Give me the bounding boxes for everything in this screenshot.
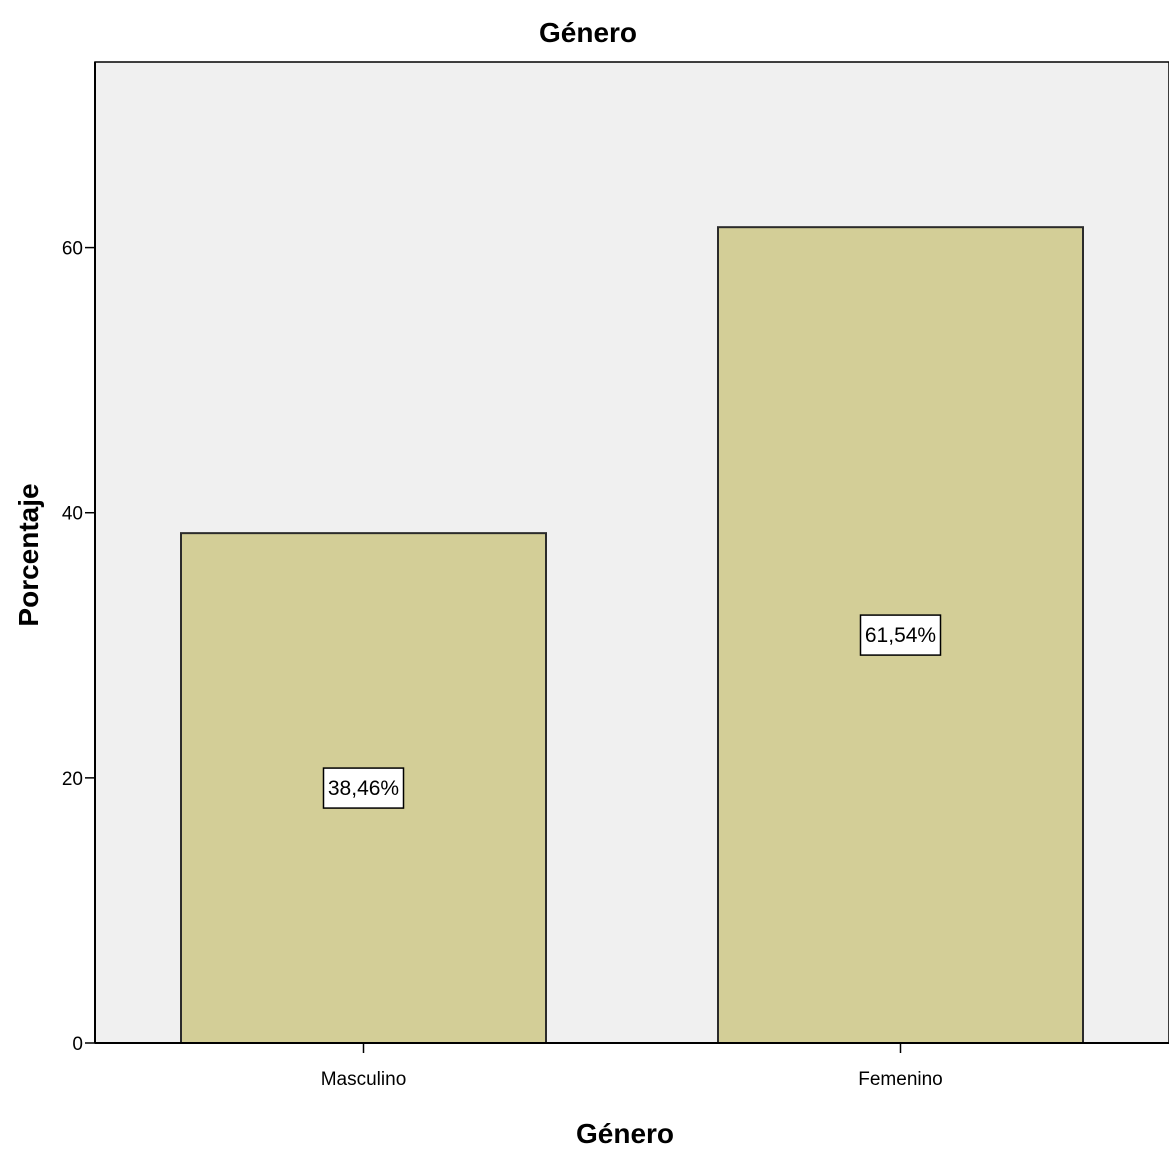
- y-tick-label: 40: [62, 504, 83, 525]
- labels-layer: 38,46% 61,54%: [322, 614, 942, 809]
- x-tick-label: Masculino: [321, 1069, 407, 1090]
- data-label: 61,54%: [865, 624, 936, 647]
- x-axis-title: Género: [576, 1118, 674, 1148]
- y-tick-label: 60: [62, 239, 83, 260]
- y-tick-label: 0: [72, 1034, 83, 1055]
- y-tick-label: 20: [62, 769, 83, 790]
- data-label: 38,46%: [328, 777, 399, 800]
- x-tick-label: Femenino: [858, 1069, 943, 1090]
- y-axis-title: Porcentaje: [13, 483, 44, 626]
- data-label-box: [859, 614, 942, 656]
- chart-title: Género: [539, 17, 637, 48]
- data-label-box: [322, 767, 405, 809]
- axes-layer: Masculino Femenino 0 20 40 60: [62, 62, 1169, 1090]
